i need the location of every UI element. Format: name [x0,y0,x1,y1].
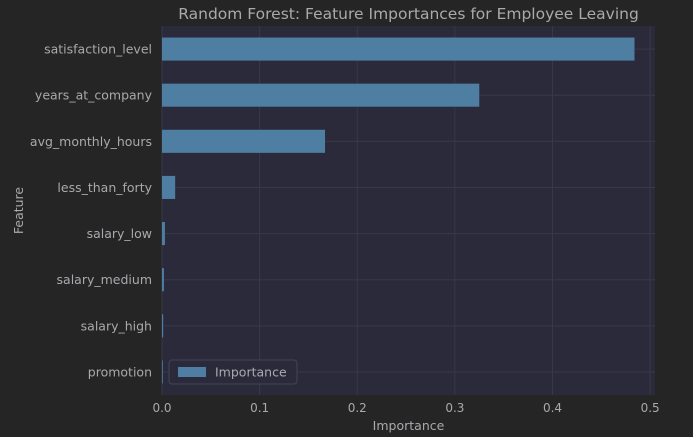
x-axis-label: Importance [373,418,445,433]
bar-avg-monthly-hours [162,129,326,153]
bar-salary-high [162,314,164,338]
x-tick-labels: 0.0 0.1 0.2 0.3 0.4 0.5 [152,401,659,415]
bar-salary-low [162,222,165,246]
bar-promotion [162,360,163,384]
y-tick-label: promotion [88,364,152,379]
y-tick-label: avg_monthly_hours [30,134,152,149]
bar-years-at-company [162,83,480,107]
legend-swatch [178,367,206,377]
grid-lines [161,26,655,395]
y-tick-labels: satisfaction_level years_at_company avg_mo… [30,42,153,380]
y-tick-label: less_than_forty [57,180,152,195]
legend: Importance [168,359,298,385]
x-tick-label: 0.4 [543,401,562,415]
bar-salary-medium [162,268,164,292]
y-tick-label: salary_high [81,318,152,333]
x-tick-label: 0.5 [641,401,660,415]
x-tick-label: 0.1 [250,401,269,415]
x-tick-label: 0.3 [445,401,464,415]
bar-satisfaction-level [162,37,635,61]
legend-box [168,359,298,385]
x-tick-label: 0.0 [152,401,171,415]
chart-title: Random Forest: Feature Importances for E… [178,5,639,23]
y-tick-label: salary_medium [57,272,152,287]
bar-less-than-forty [162,175,176,199]
plot-area [162,26,655,395]
legend-label: Importance [215,365,287,380]
bars [162,37,635,384]
y-tick-label: satisfaction_level [44,42,152,57]
x-tick-label: 0.2 [348,401,367,415]
y-axis-label: Feature [11,187,26,235]
y-tick-label: years_at_company [35,88,153,103]
y-tick-label: salary_low [87,226,152,241]
